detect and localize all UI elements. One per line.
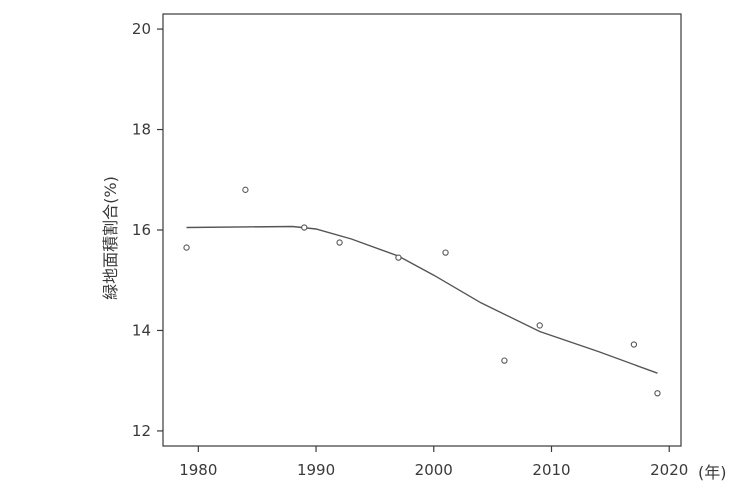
y-tick-label: 20 xyxy=(132,20,151,38)
data-point xyxy=(242,186,249,193)
y-tick-label: 18 xyxy=(132,121,151,139)
x-tick-label: 2000 xyxy=(415,461,453,479)
x-tick-label: 2020 xyxy=(650,461,688,479)
x-tick-label: 1990 xyxy=(297,461,335,479)
data-point xyxy=(630,341,638,348)
plot-frame xyxy=(162,13,682,447)
data-point xyxy=(442,249,449,256)
data-point xyxy=(336,239,343,246)
data-point xyxy=(536,322,543,329)
data-point xyxy=(501,357,508,364)
fitted-line xyxy=(186,225,658,374)
x-tick-label: 2010 xyxy=(532,461,570,479)
data-point xyxy=(183,244,190,251)
y-tick-label: 16 xyxy=(132,221,151,239)
data-point xyxy=(395,254,402,261)
data-point xyxy=(654,390,661,397)
x-tick-label: 1980 xyxy=(179,461,217,479)
x-axis-unit-label: (年) xyxy=(698,463,727,482)
data-point xyxy=(301,224,308,231)
y-axis-label: 緑地面積割合(%) xyxy=(101,176,120,300)
y-tick-label: 14 xyxy=(132,321,151,339)
y-tick-label: 12 xyxy=(132,422,151,440)
